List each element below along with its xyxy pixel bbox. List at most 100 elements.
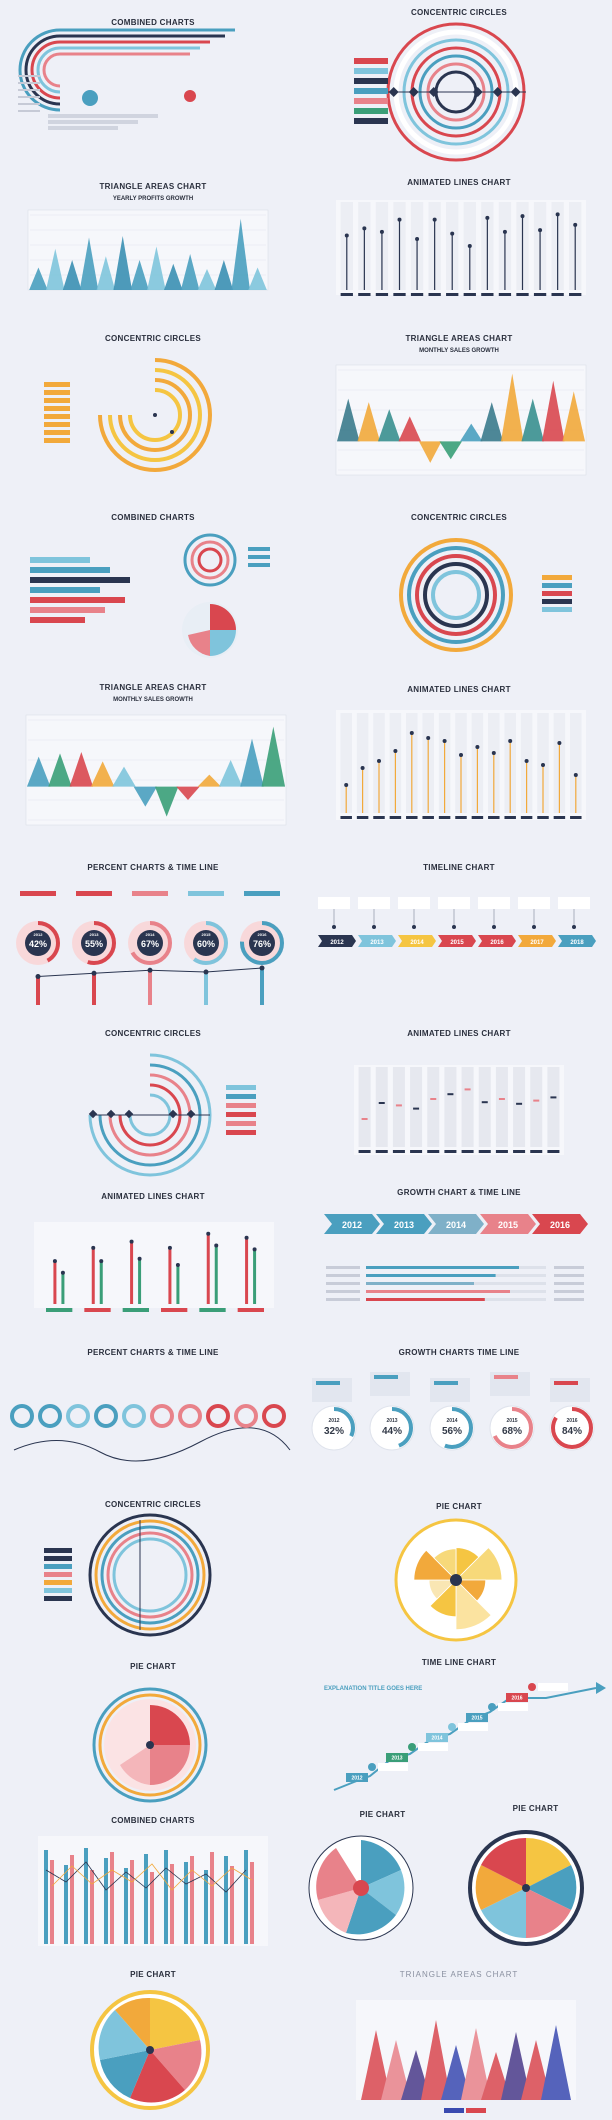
data-point [432, 217, 437, 222]
year-label: 2014 [410, 940, 424, 946]
data-point [379, 229, 384, 234]
data-point [361, 1118, 368, 1120]
tick-label-chip [199, 1308, 226, 1312]
triangle-mark [197, 269, 217, 290]
data-point [377, 759, 381, 763]
percent-ring [431, 1407, 473, 1449]
timeline-chip [518, 935, 556, 947]
year-label: 2014 [446, 1220, 466, 1230]
panel-title: TRIANGLE AREAS CHART [399, 1970, 519, 1979]
bar-track [444, 1067, 457, 1147]
tick-label-chip [533, 293, 547, 296]
triangle-mark [240, 738, 264, 787]
data-point [557, 741, 562, 745]
tick-label-chip [438, 816, 451, 819]
year-badge [386, 1753, 408, 1762]
data-point [137, 1256, 142, 1261]
year-arrow [324, 1214, 380, 1234]
panel-time-line-chart: TIME LINE CHART EXPLANATION TITLE GOES H… [306, 1650, 612, 1810]
panel-title: ANIMATED LINES CHART [407, 178, 511, 187]
year-label: 2013 [391, 1756, 402, 1762]
tick-label-chip [406, 816, 418, 819]
triangle-chart-yearly [27, 209, 269, 291]
pie-chart-3-graphic [90, 1990, 210, 2110]
panel-animated-lines-1: ANIMATED LINES CHART [306, 170, 612, 320]
year-label: 2013 [90, 932, 100, 937]
percent-label: 55% [85, 939, 103, 949]
data-point [206, 1231, 211, 1236]
triangle-mark [541, 380, 565, 442]
year-label: 2016 [550, 1220, 570, 1230]
percent-label: 32% [324, 1426, 344, 1437]
timeline-stem [204, 972, 208, 1005]
panel-title: ANIMATED LINES CHART [407, 685, 511, 694]
pie-slice [455, 1579, 492, 1631]
growth-bar [366, 1298, 485, 1301]
tick-label-chip [444, 1150, 457, 1153]
bar-mark [91, 1247, 95, 1304]
percent-label: 68% [502, 1426, 522, 1437]
triangle-mark [113, 236, 132, 290]
data-point [464, 1088, 471, 1091]
panel-title: ANIMATED LINES CHART [407, 1029, 511, 1038]
tick-label-chip [520, 816, 533, 819]
year-arrow [376, 1214, 432, 1234]
combined-charts-2-graphic [30, 533, 270, 658]
tick-label-chip [410, 1150, 423, 1153]
concentric-circles-4-graphic [88, 1053, 256, 1177]
legend-tags [354, 58, 388, 124]
bar-pairs [44, 1848, 254, 1944]
triangle-mark [48, 753, 72, 787]
tick-label-chip [358, 1150, 371, 1153]
combined-charts-1-graphic [18, 28, 235, 130]
data-point [415, 236, 420, 241]
growth-bar [366, 1282, 474, 1285]
triangle-chart-monthly-1 [335, 364, 587, 476]
data-point [498, 1098, 505, 1100]
panel-percent-timeline-2: PERCENT CHARTS & TIME LINE [0, 1330, 306, 1490]
timeline-chip [558, 935, 596, 947]
year-label: 2016 [258, 932, 268, 937]
tick-label-chip [513, 1150, 526, 1153]
panel-pie-charts-pair: PIE CHART PIE CHART [306, 1804, 612, 1970]
data-point [520, 214, 525, 219]
legend-tags [542, 575, 572, 612]
data-point [491, 751, 496, 755]
panel-concentric-circles-3: CONCENTRIC CIRCLES [306, 495, 612, 675]
combined-charts-3-graphic [38, 1836, 268, 1946]
data-point [60, 1270, 65, 1275]
data-point [175, 1263, 180, 1267]
panel-title: PIE CHART [130, 1662, 176, 1671]
concentric-circles-3-graphic [399, 538, 572, 652]
pie-chart-1-graphic [394, 1518, 518, 1642]
bar-track [530, 1067, 543, 1147]
bar-mark [61, 1272, 65, 1304]
panel-concentric-circles-4: CONCENTRIC CIRCLES [0, 1005, 306, 1180]
data-point [413, 1107, 420, 1110]
tick-label-chip [530, 1150, 543, 1153]
triangle-mark [562, 391, 586, 442]
triangle-mark [197, 774, 222, 787]
panel-title: TIME LINE CHART [421, 1658, 497, 1667]
triangle-mark [164, 263, 183, 290]
triangle-mark [130, 260, 149, 290]
timeline-chip [438, 935, 476, 947]
tick-label-chip [422, 816, 434, 819]
timeline-stem [260, 968, 264, 1005]
panel-title-left: PIE CHART [359, 1810, 406, 1819]
triangle-mark [112, 766, 136, 787]
panel-title: PERCENT CHARTS & TIME LINE [87, 1348, 219, 1357]
panel-pie-chart-3: PIE CHART [0, 1970, 306, 2120]
tick-label-chip [84, 1308, 111, 1312]
panel-title: GROWTH CHART & TIME LINE [397, 1188, 521, 1197]
year-label: 2015 [202, 932, 212, 937]
triangle-mark [133, 786, 158, 807]
time-line-steps-graphic: 2012 2013 2014 2015 2016 [333, 1682, 606, 1791]
panel-animated-lines-2: ANIMATED LINES CHART [306, 675, 612, 835]
bar-mark [176, 1265, 180, 1304]
panel-pie-chart-1: PIE CHART [306, 1490, 612, 1650]
panel-title: TRIANGLE AREAS CHART [405, 334, 513, 343]
year-label: 2015 [471, 1716, 482, 1722]
tick-label-chip [375, 293, 389, 296]
timeline-stem [148, 970, 152, 1005]
